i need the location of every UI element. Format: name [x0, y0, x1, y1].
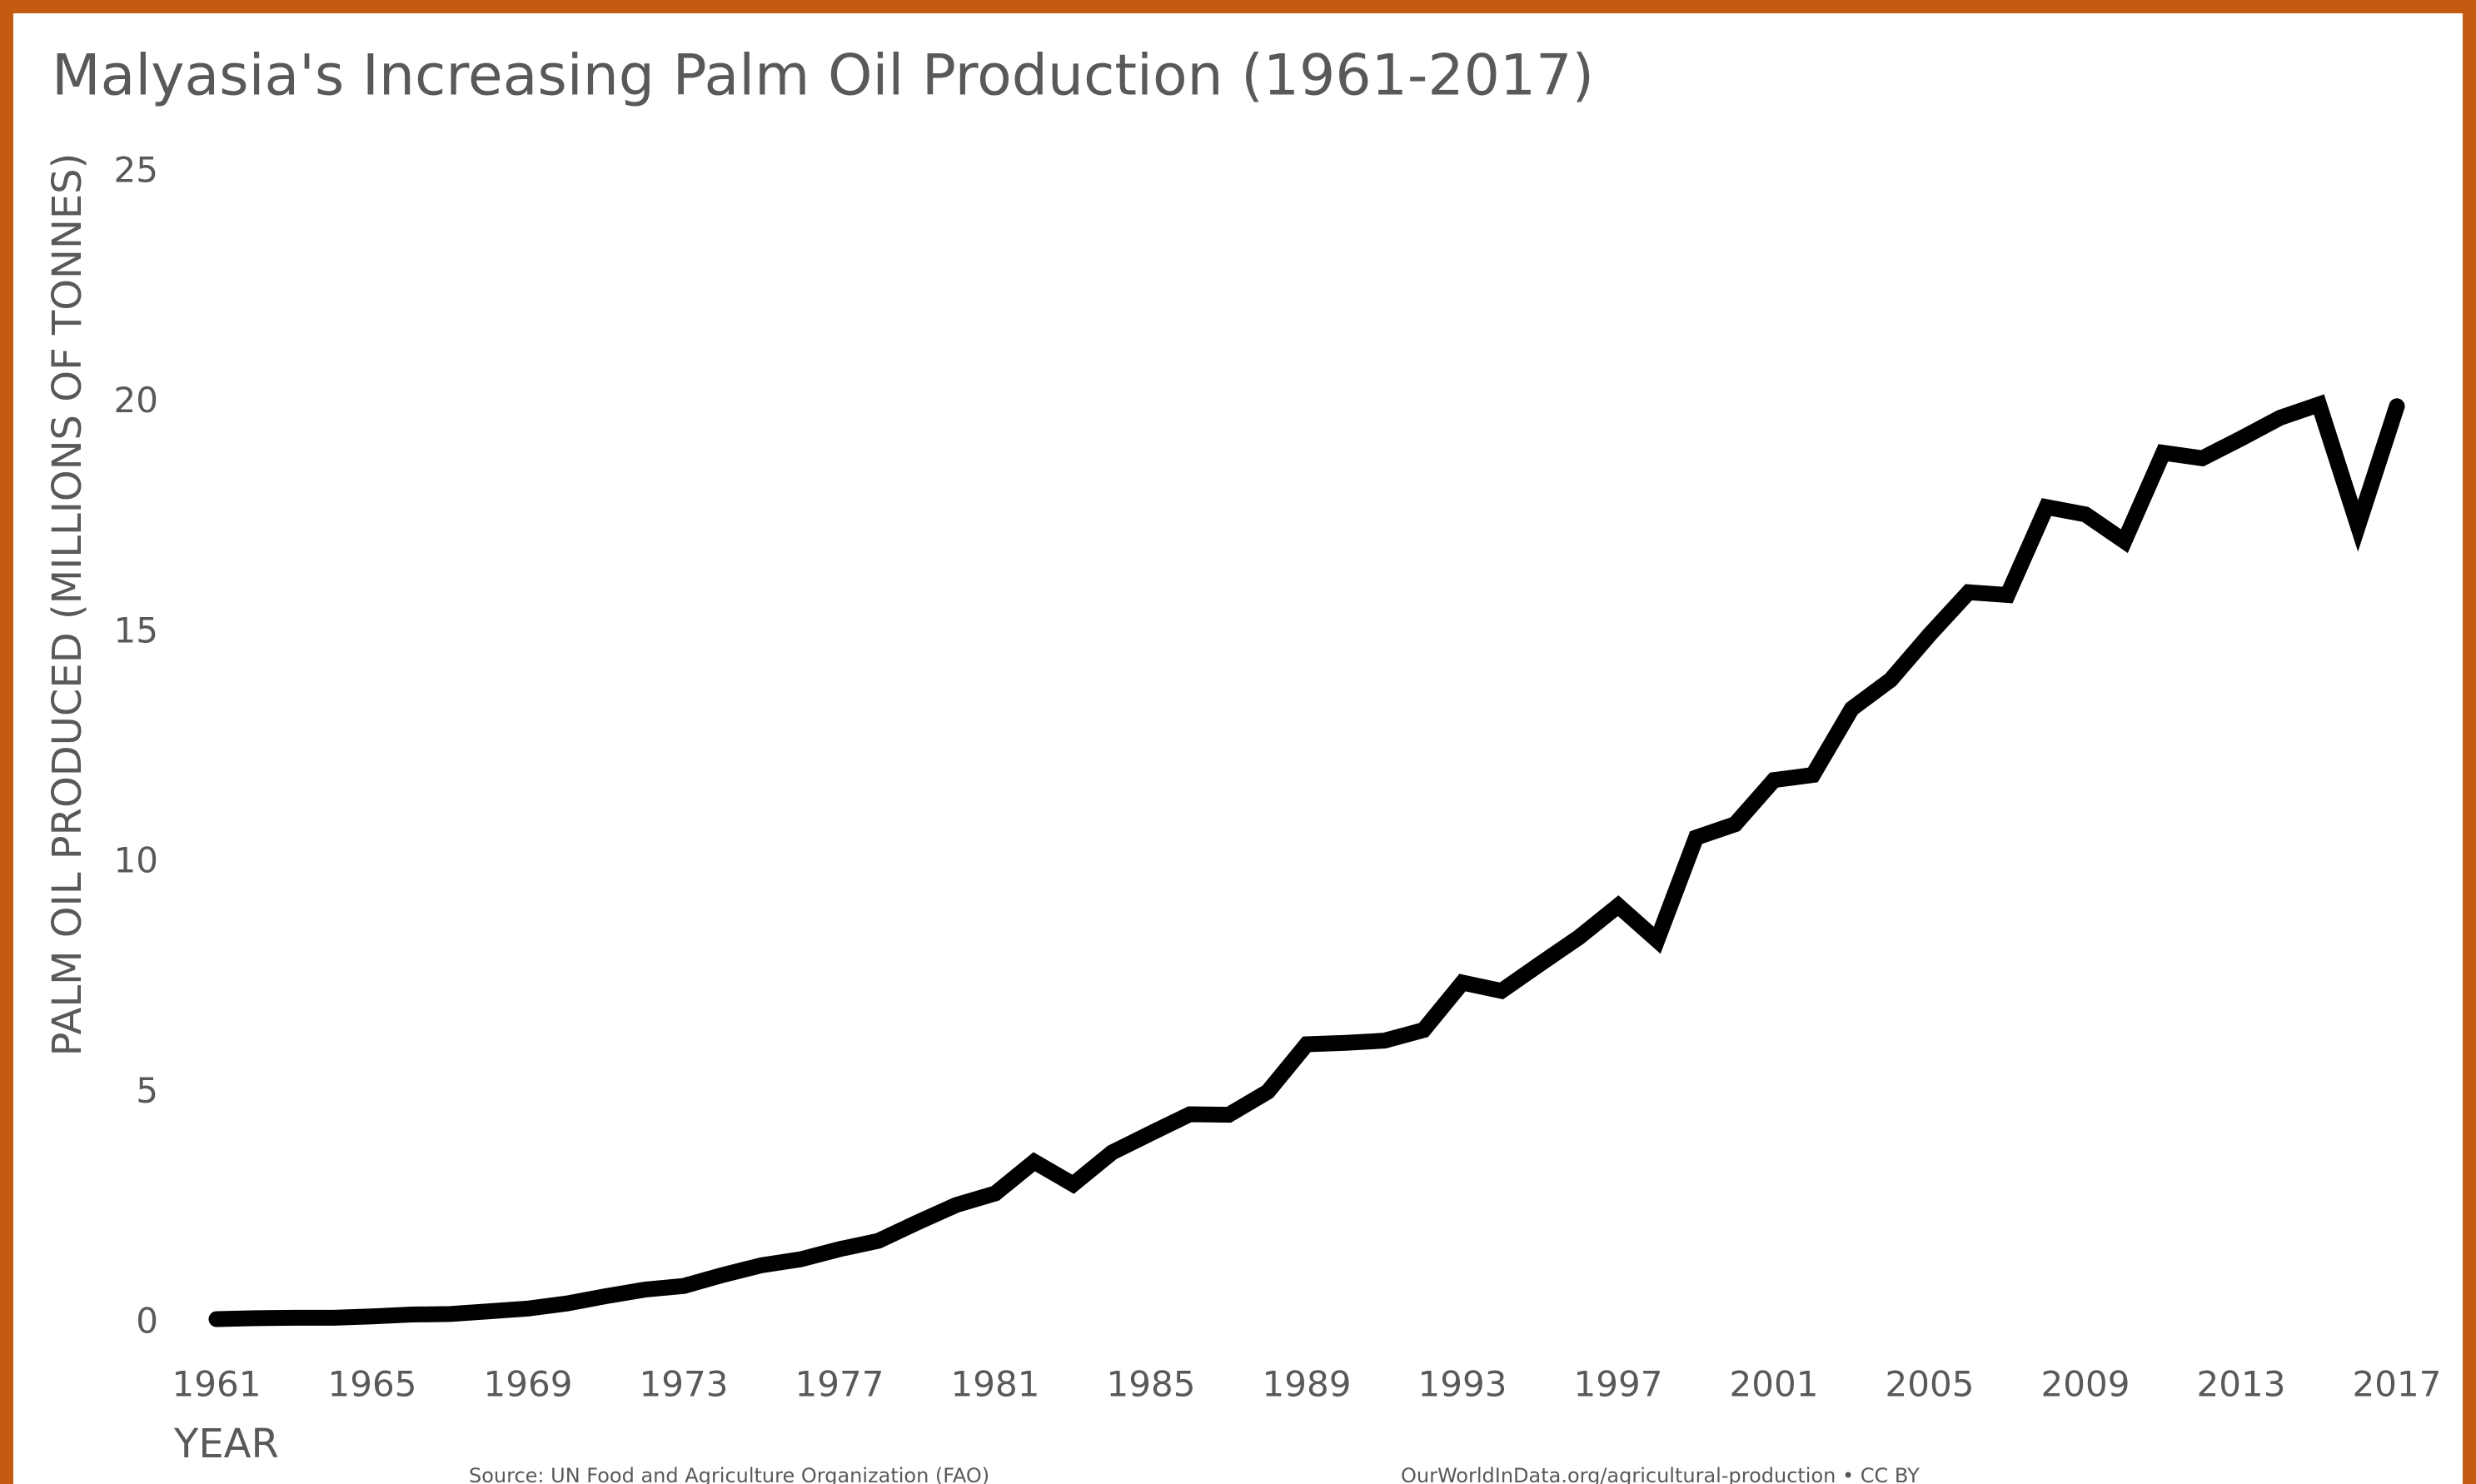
credit-note: OurWorldInData.org/agricultural-producti…: [1401, 1464, 1920, 1484]
x-tick-label: 1997: [1574, 1364, 1663, 1405]
x-tick-label: 2017: [2353, 1364, 2442, 1405]
x-tick-label: 1969: [484, 1364, 573, 1405]
chart-title: Malyasia's Increasing Palm Oil Productio…: [52, 43, 1594, 109]
x-tick-label: 2009: [2041, 1364, 2130, 1405]
x-tick-label: 1965: [328, 1364, 417, 1405]
y-tick-label: 5: [136, 1070, 158, 1111]
x-tick-label: 1981: [951, 1364, 1040, 1405]
source-note: Source: UN Food and Agriculture Organiza…: [469, 1464, 989, 1484]
x-tick-label: 1989: [1263, 1364, 1352, 1405]
x-tick-label: 1973: [640, 1364, 729, 1405]
x-tick-label: 1993: [1418, 1364, 1507, 1405]
y-tick-label: 20: [114, 380, 158, 421]
x-tick-label: 2001: [1730, 1364, 1819, 1405]
y-tick-label: 0: [136, 1301, 158, 1342]
data-line: [208, 394, 2405, 1327]
x-tick-label: 1961: [172, 1364, 262, 1405]
x-axis-label: YEAR: [173, 1421, 279, 1467]
y-tick-label: 15: [114, 610, 158, 650]
x-tick-label: 1985: [1107, 1364, 1196, 1405]
x-tick-label: 2013: [2197, 1364, 2286, 1405]
x-tick-label: 1977: [795, 1364, 884, 1405]
y-tick-label: 10: [114, 840, 158, 881]
y-axis-label: PALM OIL PRODUCED (MILLIONS OF TONNES): [44, 153, 91, 1057]
y-tick-label: 25: [114, 150, 158, 191]
x-tick-label: 2005: [1886, 1364, 1975, 1405]
